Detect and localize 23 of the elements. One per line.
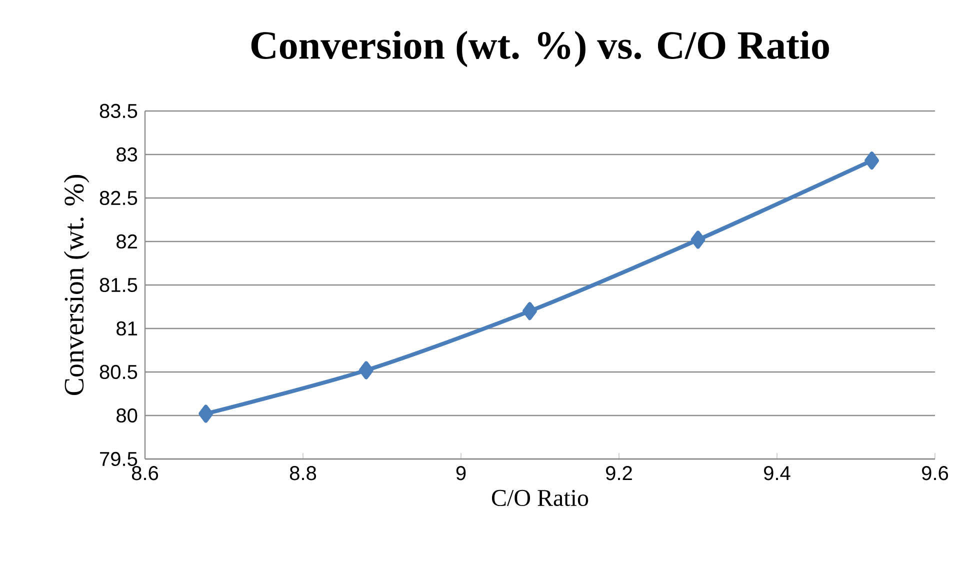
x-tick-label: 8.6 [132,466,158,480]
point [358,361,374,380]
point [198,404,214,423]
y-tick-label: 81.5 [100,278,138,292]
y-axis-title: Conversion (wt. %) [64,175,90,396]
x-tick-label: 9 [456,466,466,480]
chart-title: Conversion (wt. %) vs. C/O Ratio [251,30,829,68]
point [522,302,537,320]
y-tick-label: 83 [116,147,138,162]
x-tick-label: 9.6 [922,466,948,480]
y-tick-label: 83.5 [100,104,138,118]
point [690,230,706,249]
y-tick-label: 81 [116,321,137,336]
x-tick-label: 9.2 [606,466,632,480]
point [864,152,880,170]
y-tick-label: 80 [116,408,138,423]
y-tick-label: 79.5 [100,452,138,466]
y-tick-label: 80.5 [100,364,138,380]
y-tick-label: 82 [116,234,137,249]
x-tick-label: 8.8 [290,466,316,480]
y-tick-label: 82.5 [100,190,138,206]
x-tick-label: 9.4 [764,466,790,480]
x-axis-title: C/O Ratio [492,490,588,506]
